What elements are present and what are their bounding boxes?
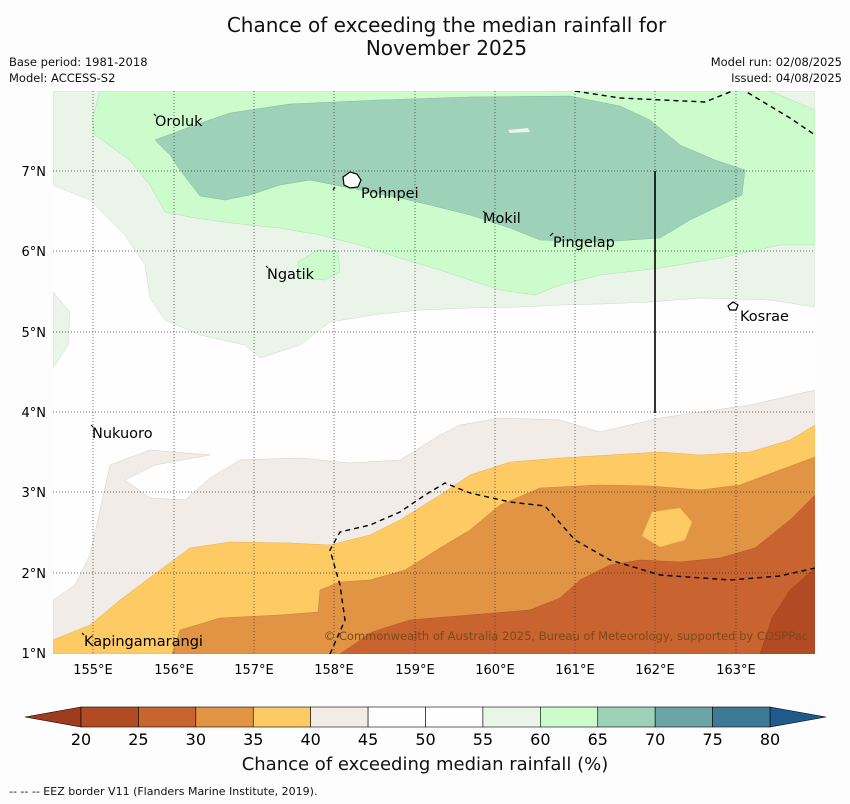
colorbar-segment [138,706,197,728]
lon-label: 157°E [234,663,274,678]
colorbar-tick-label: 75 [702,730,722,749]
lat-axis: 7°N 6°N 5°N 4°N 3°N 2°N 1°N [22,165,47,662]
place-pingelap: Pingelap [553,235,615,251]
lon-label: 162°E [635,663,675,678]
colorbar-tick-label: 45 [358,730,378,749]
colorbar-segment [540,706,599,728]
field-20-25 [759,567,815,654]
colorbar-tick-label: 35 [243,730,263,749]
lat-label: 1°N [22,647,47,662]
colorbar-tick-label: 60 [530,730,550,749]
field-65-70 [154,95,746,243]
kosrae-island [727,301,739,311]
model-run: Model run: 02/08/2025 [710,55,842,69]
colorbar-segment [310,706,369,728]
field-60-65-ngatik [297,249,341,281]
place-mokil: Mokil [483,211,521,227]
base-period: Base period: 1981-2018 [9,55,148,69]
colorbar-tick-label: 20 [71,730,91,749]
colorbar [24,706,827,728]
lat-label: 2°N [22,567,47,582]
lat-label: 5°N [22,326,47,341]
colorbar-over-arrow [769,706,827,728]
colorbar-tick-label: 70 [645,730,665,749]
field-35-40-island [641,507,693,548]
meta-right: Model run: 02/08/2025 Issued: 04/08/2025 [711,54,842,86]
colorbar-tick-label: 30 [186,730,206,749]
colorbar-tick-label: 55 [473,730,493,749]
place-pohnpei: Pohnpei [361,186,419,202]
colorbar-segment [367,706,426,728]
place-kosrae: Kosrae [740,309,789,325]
lon-label: 160°E [475,663,515,678]
title-line-1: Chance of exceeding the median rainfall … [226,13,667,37]
lat-label: 4°N [22,406,47,421]
place-oroluk: Oroluk [155,114,203,130]
islands [81,113,739,636]
model-name: Model: ACCESS-S2 [9,71,116,85]
place-nukuoro: Nukuoro [92,426,153,442]
colorbar-tick-label: 25 [128,730,148,749]
colorbar-segment [712,706,771,728]
field-55-60-west [53,291,71,369]
lat-label: 7°N [22,165,47,180]
meta-left: Base period: 1981-2018 Model: ACCESS-S2 [9,54,148,86]
colorbar-tick-label: 80 [760,730,780,749]
colorbar-segment [425,706,484,728]
lon-label: 155°E [73,663,113,678]
map-plot-area: Oroluk Pohnpei Mokil Pingelap Ngatik Kos… [53,91,815,654]
lat-label: 3°N [22,486,47,501]
field-small-patch [508,128,530,133]
lat-label: 6°N [22,245,47,260]
field-25-30 [339,494,815,654]
colorbar-segment [252,706,311,728]
colorbar-tick-label: 50 [415,730,435,749]
copyright-text: © Commonwealth of Australia 2025, Bureau… [324,629,808,643]
colorbar-tick-label: 40 [300,730,320,749]
eez-borders [329,91,815,654]
footer-note: -- -- -- EEZ border V11 (Flanders Marine… [9,785,318,798]
colorbar-tick-label: 65 [588,730,608,749]
colorbar-segment [195,706,254,728]
colorbar-under-arrow [24,706,82,728]
lon-label: 158°E [314,663,354,678]
colorbar-segment [654,706,713,728]
issued-date: Issued: 04/08/2025 [731,71,842,85]
colorbar-label: Chance of exceeding median rainfall (%) [241,754,609,775]
pohnpei-island [342,171,362,189]
lon-axis: 155°E 156°E 157°E 158°E 159°E 160°E 161°… [73,663,756,678]
place-kapingamarangi: Kapingamarangi [84,634,203,650]
title-line-2: November 2025 [365,36,528,60]
colorbar-ticks: 20 25 30 35 40 45 50 55 60 65 70 75 80 [71,730,780,749]
lon-label: 163°E [716,663,756,678]
colorbar-segment [597,706,656,728]
lon-label: 161°E [555,663,595,678]
lon-label: 156°E [154,663,194,678]
lon-label: 159°E [395,663,435,678]
colorbar-segment [80,706,139,728]
colorbar-segment [482,706,541,728]
map-title: Chance of exceeding the median rainfall … [0,14,850,60]
place-ngatik: Ngatik [267,267,315,283]
